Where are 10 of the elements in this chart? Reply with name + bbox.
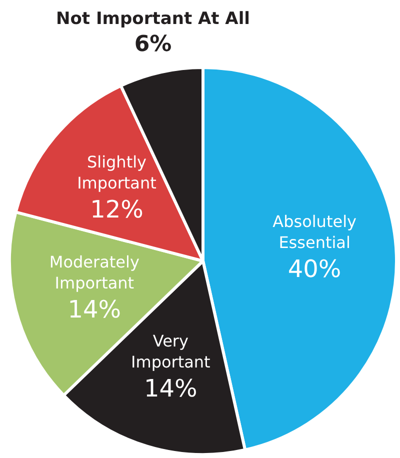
slice-label: Very Important xyxy=(131,332,210,372)
slice-label: Moderately Important xyxy=(49,252,140,293)
data-label: 14% xyxy=(144,374,198,403)
data-label: 6% xyxy=(134,32,172,58)
slice-label: Absolutely Essential xyxy=(272,212,356,252)
data-label: 12% xyxy=(90,195,144,224)
data-label: 14% xyxy=(68,296,122,324)
data-label: 40% xyxy=(288,254,342,283)
slice-label: Slightly Important xyxy=(77,152,156,192)
slice-label: Not Important At All xyxy=(56,8,250,29)
